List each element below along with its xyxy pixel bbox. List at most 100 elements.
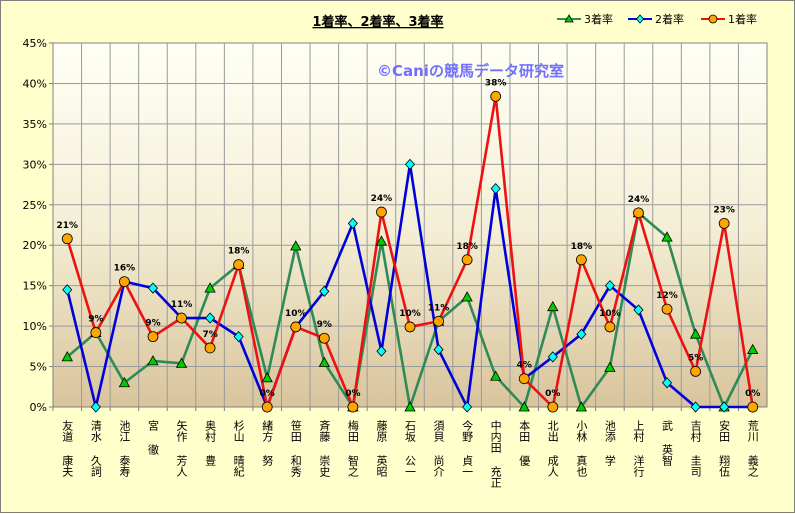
data-point [604,361,616,372]
y-tick-label: 5% [30,361,47,374]
x-tick-label: 今野 貞一 [461,419,474,477]
x-tick-label: 緒方 努 [261,419,274,467]
data-point [661,303,673,315]
data-point [490,370,502,381]
x-tick-label: 藤原 英昭 [375,420,388,478]
x-tick-label: 吉村 圭司 [689,420,702,477]
y-tick-label: 10% [23,320,47,333]
x-tick-label: 梅田 智之 [346,419,359,477]
data-point [290,240,302,251]
data-label: 10% [285,309,307,319]
data-point [662,377,673,389]
data-point [290,321,302,333]
plot-area [52,42,768,408]
data-point [147,331,159,343]
x-tick-label: 北出 成人 [546,420,559,477]
legend: 3着率 2着率 1着率 [557,12,757,26]
data-label: 11% [171,300,193,310]
x-tick-label: 中内田 充正 [489,420,502,488]
data-point [404,321,416,333]
y-tick-label: 45% [23,37,47,50]
data-point [518,401,530,412]
x-tick-label: 池江 泰寿 [118,420,131,477]
x-tick-label: 上村 洋行 [632,420,645,478]
data-labels: 21% 9% 16% 9% 11% 7% 18% 0% 10% 9% 0% 24% 10% 11% 18% 3… [57,78,761,399]
data-point [518,373,530,385]
data-point [719,401,730,413]
data-point [576,328,587,340]
x-tick-label: 杉山 晴紀 [232,419,245,477]
data-label: 24% [628,195,650,205]
data-point [61,351,73,362]
legend-marker [635,14,645,24]
x-tick-label: 武 英智 [661,420,674,467]
y-tick-label: 25% [23,199,47,212]
data-label: 11% [428,303,450,313]
legend-marker [708,14,718,24]
data-point [462,401,473,413]
data-label: 21% [57,221,79,231]
data-point [433,315,444,327]
data-point [319,285,330,297]
data-label: 0% [345,389,360,399]
data-point [61,233,73,245]
series-layer [61,90,759,413]
data-label: 0% [260,389,275,399]
data-label: 12% [656,291,678,301]
data-point [689,328,702,339]
data-point [633,304,644,316]
y-tick-label: 35% [23,118,47,131]
data-label: 16% [114,264,136,274]
data-point [604,280,615,292]
data-point [376,206,387,218]
data-point [547,401,559,413]
data-label: 18% [571,242,593,252]
y-tick-label: 30% [23,158,47,171]
x-tick-label: 安田 翔伍 [718,419,731,478]
x-tick-label: 小林 真也 [575,420,588,477]
data-point [404,401,416,412]
data-point [404,158,416,170]
data-label: 18% [228,247,250,257]
data-point [347,217,358,229]
y-tick-label: 0% [30,401,47,414]
data-point [175,357,188,368]
chart-title: 1着率、2着率、3着率 [312,14,443,30]
data-point [147,282,158,294]
legend-label: 1着率 [728,12,757,26]
data-point [119,276,130,288]
x-tick-label: 荒川 義之 [746,420,759,477]
data-point [433,343,444,356]
data-point [461,254,473,266]
x-tick-label: 友道 康夫 [61,419,74,478]
data-point [718,217,730,229]
data-point [575,401,588,412]
y-tick-label: 20% [23,239,47,252]
data-point [147,355,159,366]
data-label: 9% [88,315,103,325]
data-point [690,401,701,413]
legend-marker [564,14,574,23]
data-label: 10% [399,309,421,319]
data-point [318,356,330,367]
data-label: 38% [485,78,507,88]
data-point [490,90,502,102]
data-point [90,327,102,338]
data-label: 24% [371,194,393,204]
data-point [575,254,587,266]
data-label: 23% [713,205,735,215]
x-tick-label: 本田 優 [518,419,531,467]
data-point [261,372,273,383]
data-label: 5% [688,353,703,363]
data-label: 7% [202,330,217,340]
data-point [375,235,388,246]
x-tick-label: 笹田 和秀 [289,420,302,477]
data-label: 0% [745,389,760,399]
data-point [176,312,187,324]
data-point [233,259,245,271]
x-tick-label: 矢作 芳人 [175,419,188,477]
data-point [604,321,616,333]
watermark: ©Caniの競馬データ研究室 [377,62,564,80]
